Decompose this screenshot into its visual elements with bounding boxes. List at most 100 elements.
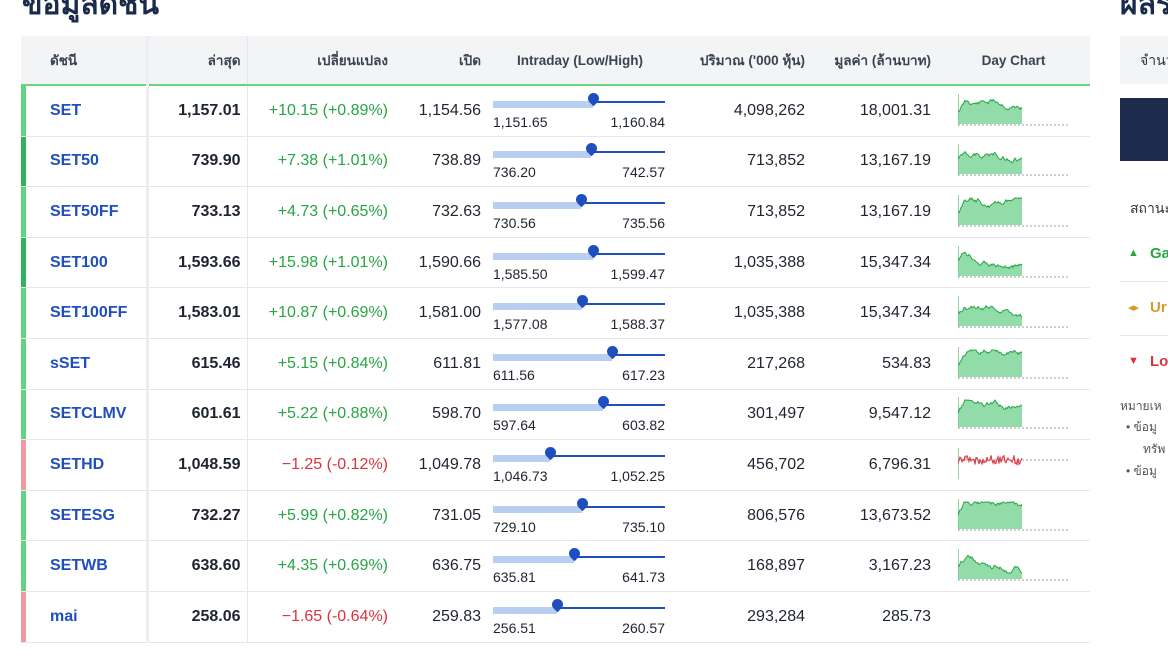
intraday-low: 730.56 (493, 214, 536, 231)
index-name[interactable]: sSET (50, 354, 91, 372)
index-name-link[interactable]: SET50 (21, 136, 149, 188)
volume: 4,098,262 (673, 85, 811, 137)
header-name[interactable]: ดัชนี (21, 36, 149, 86)
trade-value: 6,796.31 (811, 439, 937, 491)
table-row[interactable]: SET50FF 733.13 +4.73 (+0.65%) 732.63 730.56 7… (21, 186, 1090, 238)
index-name-link[interactable]: sSET (21, 338, 149, 390)
open-price: 1,581.00 (394, 287, 487, 339)
table-row[interactable]: SETWB 638.60 +4.35 (+0.69%) 636.75 635.81 641… (21, 540, 1090, 592)
trade-value: 9,547.12 (811, 389, 937, 441)
day-chart[interactable] (957, 447, 1070, 482)
trend-color-bar (21, 288, 26, 338)
intraday-high: 603.82 (622, 417, 665, 434)
day-chart-cell (937, 85, 1090, 137)
volume: 168,897 (673, 540, 811, 592)
day-chart-cell (937, 591, 1090, 643)
range-fill (493, 606, 557, 614)
index-name[interactable]: SETWB (50, 557, 108, 575)
day-chart[interactable] (957, 346, 1070, 381)
header-open[interactable]: เปิด (394, 36, 487, 86)
index-name[interactable]: SET50FF (50, 202, 119, 220)
index-name-link[interactable]: SETWB (21, 540, 149, 592)
side-row-gainers[interactable]: ▲ Ga (1120, 231, 1168, 282)
table-row[interactable]: SET50 739.90 +7.38 (+1.01%) 738.89 736.20 742… (21, 136, 1090, 188)
side-row-losers[interactable]: ▼ Lo (1120, 339, 1168, 389)
table-row[interactable]: SETCLMV 601.61 +5.22 (+0.88%) 598.70 597.64 6… (21, 389, 1090, 441)
table-row[interactable]: SET100 1,593.66 +15.98 (+1.01%) 1,590.66 1,5… (21, 237, 1090, 289)
range-fill (493, 404, 604, 412)
intraday-range: 736.20 742.57 (487, 136, 673, 188)
last-price: 1,593.66 (147, 237, 248, 289)
header-value[interactable]: มูลค่า (ล้านบาท) (811, 36, 937, 86)
index-name-link[interactable]: SET100FF (21, 287, 149, 339)
index-name-link[interactable]: SETCLMV (21, 389, 149, 441)
day-chart[interactable] (957, 549, 1070, 583)
table-row[interactable]: SET100FF 1,583.01 +10.87 (+0.69%) 1,581.00 1… (21, 287, 1090, 339)
range-fill (493, 556, 574, 564)
index-name-link[interactable]: SETESG (21, 490, 149, 542)
header-last[interactable]: ล่าสุด (147, 36, 248, 86)
intraday-range: 597.64 603.82 (487, 389, 673, 441)
index-name[interactable]: SET (50, 101, 82, 119)
day-chart-cell (937, 389, 1090, 441)
index-name[interactable]: SETCLMV (50, 405, 127, 423)
table-row[interactable]: sSET 615.46 +5.15 (+0.84%) 611.81 611.56 617.… (21, 338, 1090, 390)
intraday-range: 1,585.50 1,599.47 (487, 237, 673, 289)
volume: 217,268 (673, 338, 811, 390)
last-price: 732.27 (147, 490, 248, 542)
side-losers-label: Lo (1150, 353, 1168, 370)
intraday-range: 730.56 735.56 (487, 186, 673, 238)
left-right-arrows-icon: ◂▸ (1128, 302, 1140, 314)
note-item-1: • ข้อมู (1126, 420, 1157, 434)
table-row[interactable]: mai 258.06 −1.65 (-0.64%) 259.83 256.51 260.5… (21, 591, 1090, 643)
day-chart[interactable] (957, 498, 1070, 533)
intraday-high: 1,599.47 (610, 265, 666, 282)
trend-color-bar (21, 86, 26, 136)
index-name[interactable]: SET100 (50, 253, 108, 271)
open-price: 738.89 (394, 136, 487, 188)
volume: 293,284 (673, 591, 811, 643)
volume: 713,852 (673, 186, 811, 238)
index-name-link[interactable]: SET100 (21, 237, 149, 289)
trade-value: 15,347.34 (811, 287, 937, 339)
index-name[interactable]: SETHD (50, 455, 105, 473)
day-chart[interactable] (957, 245, 1070, 280)
day-chart[interactable] (957, 93, 1070, 128)
header-intraday: Intraday (Low/High) (487, 36, 673, 86)
price-change: −1.25 (-0.12%) (247, 439, 394, 491)
intraday-range: 611.56 617.23 (487, 338, 673, 390)
side-row-unchanged[interactable]: ◂▸ Ur (1120, 285, 1168, 336)
trend-color-bar (21, 136, 26, 187)
index-name[interactable]: SETESG (50, 506, 115, 524)
price-change: +7.38 (+1.01%) (247, 136, 394, 188)
table-row[interactable]: SETHD 1,048.59 −1.25 (-0.12%) 1,049.78 1,046… (21, 439, 1090, 491)
last-price: 739.90 (147, 136, 248, 188)
index-name-link[interactable]: mai (21, 591, 149, 643)
index-name[interactable]: mai (50, 607, 78, 625)
trade-value: 13,167.19 (811, 186, 937, 238)
table-row[interactable]: SETESG 732.27 +5.99 (+0.82%) 731.05 729.10 73… (21, 490, 1090, 542)
index-name-link[interactable]: SET50FF (21, 186, 149, 238)
index-name-link[interactable]: SET (21, 85, 149, 137)
index-name[interactable]: SET50 (50, 152, 99, 170)
intraday-range: 635.81 641.73 (487, 540, 673, 592)
trend-color-bar (21, 237, 26, 288)
range-line (493, 556, 665, 559)
day-chart[interactable] (957, 296, 1070, 330)
side-tab[interactable]: จำนว (1120, 36, 1168, 84)
header-change[interactable]: เปลี่ยนแปลง (247, 36, 394, 86)
range-fill (493, 454, 550, 462)
day-chart[interactable] (957, 194, 1070, 229)
range-line (493, 606, 665, 609)
index-name-link[interactable]: SETHD (21, 439, 149, 491)
day-chart[interactable] (957, 397, 1070, 431)
header-volume[interactable]: ปริมาณ ('000 หุ้น) (673, 36, 811, 86)
trade-value: 285.73 (811, 591, 937, 643)
last-price: 615.46 (147, 338, 248, 390)
table-row[interactable]: SET 1,157.01 +10.15 (+0.89%) 1,154.56 1,151.… (21, 85, 1090, 137)
index-name[interactable]: SET100FF (50, 304, 128, 322)
intraday-low: 1,046.73 (493, 467, 548, 484)
intraday-low: 1,577.08 (493, 316, 548, 333)
day-chart[interactable] (957, 144, 1070, 178)
range-fill (493, 353, 612, 361)
